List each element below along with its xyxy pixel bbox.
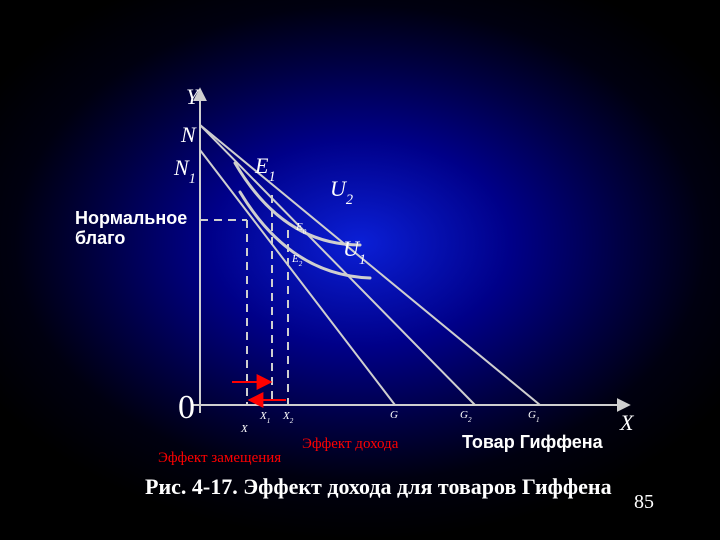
X2-label: X2 [282, 410, 294, 425]
U1-label: U1 [343, 236, 366, 268]
effect-arrows [232, 382, 286, 400]
income-effect-label: Эффект дохода [302, 436, 399, 452]
N-label: N [180, 122, 197, 147]
normal-good-label-2: благо [75, 228, 125, 248]
G1-label: G1 [528, 409, 540, 424]
axes [192, 90, 628, 413]
page-number: 85 [634, 491, 654, 513]
y-axis-label: Y [186, 84, 201, 109]
dashed-guides [200, 195, 288, 405]
N1-label: N1 [173, 155, 196, 187]
G2-label: G2 [460, 409, 472, 424]
x-axis-label: X [619, 410, 635, 435]
substitution-effect-label: Эффект замещения [158, 450, 281, 466]
origin-label: 0 [178, 389, 195, 426]
giffen-good-label: Товар Гиффена [462, 432, 604, 452]
normal-good-label-1: Нормальное [75, 208, 187, 228]
X1-label: X1 [259, 410, 270, 425]
G-label: G [390, 409, 398, 421]
E2-label: E2 [291, 253, 303, 268]
Xs-label: X [240, 423, 249, 435]
figure-caption: Рис. 4-17. Эффект дохода для товаров Гиф… [145, 474, 612, 499]
E1-label: E1 [254, 153, 276, 185]
budget-lines [200, 125, 540, 405]
E0-label: E0 [295, 221, 307, 236]
U2-label: U2 [330, 176, 353, 208]
giffen-diagram: Y X 0 N N1 E1 U2 U1 E0 E2 G G2 G1 X1 X2 … [0, 0, 720, 540]
